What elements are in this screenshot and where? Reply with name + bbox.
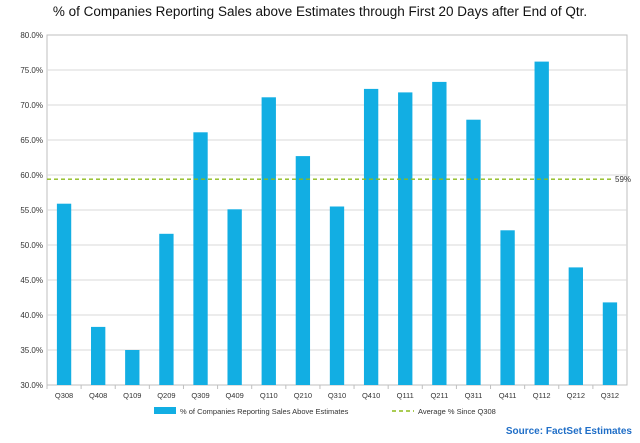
x-tick-label: Q309 (191, 391, 209, 400)
bar-q408 (91, 326, 106, 385)
y-tick-label: 65.0% (20, 136, 43, 145)
y-tick-label: 35.0% (20, 346, 43, 355)
y-tick-label: 30.0% (20, 381, 43, 390)
x-tick-label: Q311 (465, 391, 483, 400)
x-tick-label: Q411 (499, 391, 517, 400)
y-tick-label: 45.0% (20, 276, 43, 285)
legend-swatch-bars (154, 407, 176, 414)
y-tick-label: 80.0% (20, 31, 43, 40)
x-tick-label: Q212 (567, 391, 585, 400)
legend-label-average: Average % Since Q308 (418, 407, 496, 416)
legend: % of Companies Reporting Sales Above Est… (154, 407, 496, 416)
x-tick-label: Q109 (123, 391, 141, 400)
bar-q312 (602, 302, 618, 385)
y-tick-label: 60.0% (20, 171, 43, 180)
y-axis-ticks: 30.0% 35.0% 40.0% 45.0% 50.0% 55.0% 60.0% 65.0%… (20, 31, 43, 390)
bar-q212 (568, 267, 583, 385)
y-tick-label: 55.0% (20, 206, 43, 215)
legend-label-bars: % of Companies Reporting Sales Above Est… (180, 407, 349, 416)
x-tick-label: Q409 (225, 391, 243, 400)
y-tick-label: 40.0% (20, 311, 43, 320)
bar-q411 (500, 230, 515, 385)
x-tick-label: Q110 (260, 391, 278, 400)
x-tick-label: Q112 (533, 391, 551, 400)
bar-q110 (261, 97, 276, 386)
bar-q112 (534, 61, 549, 385)
y-tick-label: 70.0% (20, 101, 43, 110)
x-tick-label: Q312 (601, 391, 619, 400)
x-tick-label: Q410 (362, 391, 380, 400)
x-tick-label: Q111 (397, 391, 414, 400)
bar-q310 (329, 206, 345, 385)
bars (56, 61, 618, 386)
x-tick-label: Q209 (157, 391, 175, 400)
y-tick-label: 75.0% (20, 66, 43, 75)
bar-q111 (398, 92, 413, 386)
bar-q311 (466, 119, 481, 385)
bar-q109 (125, 350, 140, 385)
bar-q210 (295, 156, 311, 385)
x-tick-label: Q210 (294, 391, 312, 400)
average-value-label: 59% (615, 175, 631, 184)
x-tick-label: Q308 (55, 391, 73, 400)
x-tick-label: Q408 (89, 391, 107, 400)
x-tick-label: Q310 (328, 391, 346, 400)
bar-q209 (159, 233, 174, 385)
source-note: Source: FactSet Estimates (505, 426, 632, 437)
bar-q410 (363, 88, 379, 386)
bar-q409 (227, 209, 242, 385)
x-tick-label: Q211 (430, 391, 448, 400)
bar-q309 (193, 132, 208, 385)
bar-q308 (56, 203, 72, 385)
bar-q211 (432, 81, 447, 386)
y-tick-label: 50.0% (20, 241, 43, 250)
x-axis-ticks: Q308 Q408 Q109 Q209 Q309 Q409 Q110 Q210 Q310 Q410… (46, 385, 619, 400)
average-line-group: 59% (47, 175, 631, 184)
chart-title: % of Companies Reporting Sales above Est… (52, 4, 588, 19)
